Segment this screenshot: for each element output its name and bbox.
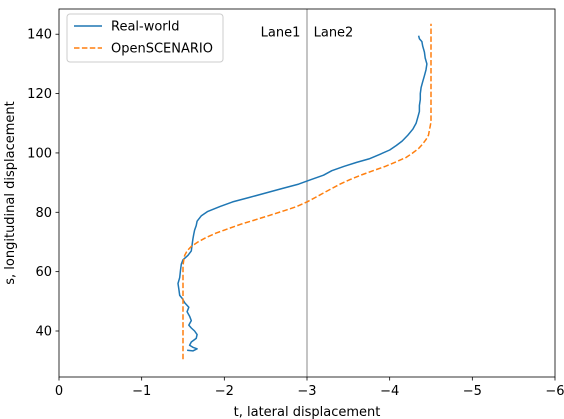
- annotations: Lane1 Lane2: [261, 25, 354, 40]
- legend-label-openscenario: OpenSCENARIO: [111, 42, 213, 57]
- series-line-real-world: [177, 35, 428, 352]
- x-tick-label: −2: [215, 384, 234, 399]
- annotation-lane1: Lane1: [261, 25, 301, 40]
- legend: Real-world OpenSCENARIO: [66, 13, 224, 63]
- y-tick-label: 40: [35, 325, 52, 340]
- axis-ticks: 0 −1 −2 −3 −4 −5 −6 40 60 80 100 120 140: [27, 28, 564, 399]
- x-tick-label: −5: [463, 384, 482, 399]
- x-tick-label: 0: [55, 384, 63, 399]
- axis-labels: t, lateral displacement s, longitudinal …: [3, 101, 380, 419]
- legend-box: [66, 13, 224, 63]
- legend-label-real-world: Real-world: [111, 20, 180, 35]
- x-tick-label: −4: [380, 384, 399, 399]
- y-tick-label: 140: [27, 28, 52, 43]
- y-axis-label: s, longitudinal displacement: [3, 101, 18, 284]
- annotation-lane2: Lane2: [314, 25, 354, 40]
- y-tick-label: 120: [27, 87, 52, 102]
- y-tick-label: 60: [35, 265, 52, 280]
- x-tick-label: −1: [132, 384, 151, 399]
- x-tick-label: −3: [297, 384, 316, 399]
- x-tick-label: −6: [545, 384, 564, 399]
- x-axis-label: t, lateral displacement: [234, 405, 381, 419]
- y-tick-label: 80: [35, 206, 52, 221]
- y-tick-label: 100: [27, 146, 52, 161]
- series-line-openscenario: [182, 23, 432, 360]
